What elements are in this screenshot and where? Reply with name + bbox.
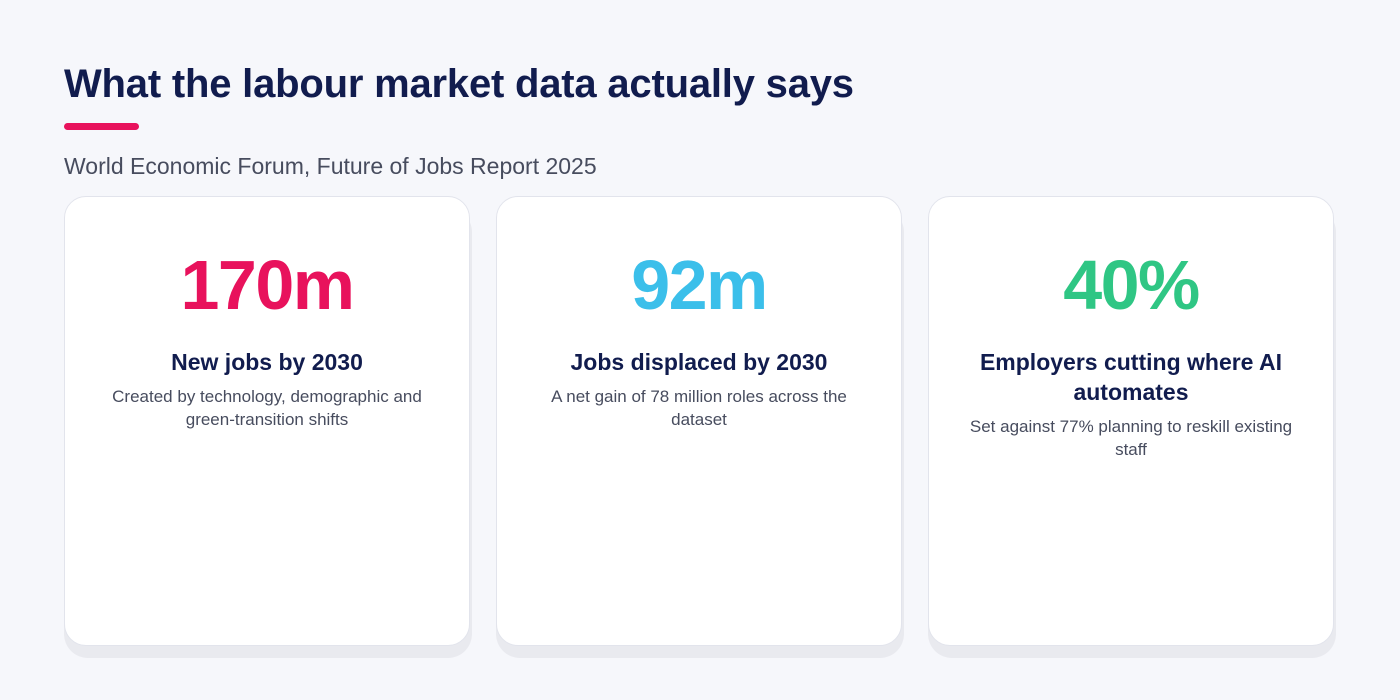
stat-card-employers-cutting: 40% Employers cutting where AI automates… <box>928 196 1336 658</box>
stat-card-new-jobs: 170m New jobs by 2030 Created by technol… <box>64 196 472 658</box>
stat-value: 40% <box>1063 246 1200 324</box>
stat-description: Created by technology, demographic and g… <box>112 387 422 429</box>
stat-card: 40% Employers cutting where AI automates… <box>928 196 1334 646</box>
stat-card: 170m New jobs by 2030 Created by technol… <box>64 196 470 646</box>
stat-label: Jobs displaced by 2030 <box>570 349 828 375</box>
stat-card-row: 170m New jobs by 2030 Created by technol… <box>64 196 1336 660</box>
stat-card-displaced-jobs: 92m Jobs displaced by 2030 A net gain of… <box>496 196 904 658</box>
stat-description: A net gain of 78 million roles across th… <box>551 387 847 429</box>
title-accent-underline <box>64 123 139 130</box>
stat-value: 92m <box>631 246 768 324</box>
source-subtitle: World Economic Forum, Future of Jobs Rep… <box>64 153 597 179</box>
stat-value: 170m <box>180 246 355 324</box>
stat-card: 92m Jobs displaced by 2030 A net gain of… <box>496 196 902 646</box>
page-title: What the labour market data actually say… <box>64 62 854 106</box>
stat-label: New jobs by 2030 <box>171 349 363 375</box>
stat-label: Employers cutting where AI automates <box>979 349 1283 405</box>
stat-description: Set against 77% planning to reskill exis… <box>969 417 1293 459</box>
